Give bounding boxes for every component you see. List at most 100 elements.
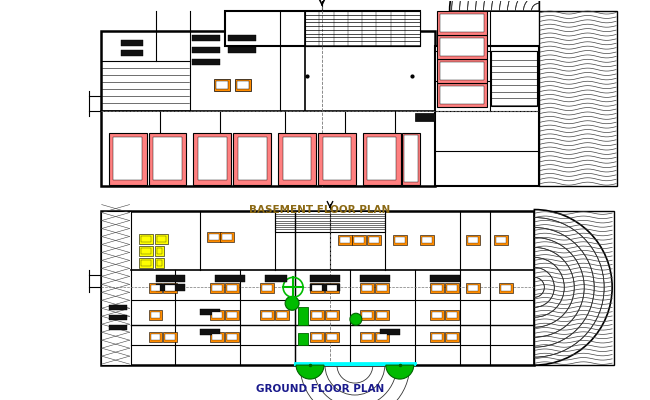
Bar [432,312,441,318]
Bar [265,275,287,282]
Bar [430,283,444,293]
Bar [465,283,480,293]
Bar [430,275,460,282]
Bar [534,210,614,365]
Bar [298,307,308,325]
Bar [377,334,387,340]
Bar [305,11,420,46]
Bar [439,86,484,104]
Ellipse shape [285,296,299,310]
Bar [283,137,311,180]
Bar [140,236,151,242]
Bar [354,238,364,244]
Bar [327,285,337,291]
Wedge shape [296,365,324,379]
Bar [327,334,337,340]
Bar [432,334,441,340]
Bar [422,238,432,244]
Bar [233,133,271,185]
Bar [325,332,339,342]
Bar [362,334,372,340]
Bar [200,309,220,315]
Bar [121,40,142,46]
Bar [151,285,161,291]
Bar [310,284,340,291]
Bar [222,234,232,240]
Bar [207,232,221,242]
Bar [338,236,352,246]
Bar [213,285,222,291]
Bar [437,59,486,83]
Bar [375,283,389,293]
Bar [465,236,480,246]
Bar [318,133,356,185]
Bar [148,283,162,293]
Bar [238,137,266,180]
Bar [148,133,187,185]
Bar [360,310,374,320]
Bar [278,133,316,185]
Wedge shape [534,210,612,365]
Bar [157,236,166,242]
Bar [430,332,444,342]
Bar [226,283,239,293]
Bar [209,234,219,240]
Bar [166,285,176,291]
Bar [430,310,444,320]
Bar [447,312,456,318]
Bar [312,285,322,291]
Bar [101,210,131,365]
Bar [404,135,417,182]
Bar [140,260,151,266]
Bar [164,332,177,342]
Bar [310,275,340,282]
Bar [312,334,322,340]
Bar [445,283,459,293]
Wedge shape [450,0,540,11]
Bar [164,283,177,293]
Bar [192,35,220,41]
Bar [497,238,506,244]
Bar [109,315,127,320]
Bar [155,234,168,244]
Bar [226,11,420,46]
Bar [437,35,486,59]
Bar [310,310,324,320]
Bar [109,325,127,330]
Bar [437,83,486,107]
Bar [367,236,381,246]
Bar [237,81,249,89]
Bar [362,285,372,291]
Bar [260,283,274,293]
Bar [214,79,230,91]
Bar [151,334,161,340]
Text: BASEMENT FLOOR PLAN: BASEMENT FLOOR PLAN [250,204,391,214]
Bar [435,46,540,186]
Bar [226,332,239,342]
Ellipse shape [350,313,362,325]
Bar [213,334,222,340]
Bar [216,81,228,89]
Bar [262,285,272,291]
Bar [360,332,374,342]
Bar [377,312,387,318]
Bar [228,35,256,41]
Wedge shape [386,365,414,379]
Bar [198,137,227,180]
Bar [395,238,405,244]
Bar [155,258,164,268]
Bar [213,312,222,318]
Bar [277,312,287,318]
Bar [312,312,322,318]
Bar [138,246,153,256]
Bar [367,137,396,180]
Bar [153,137,182,180]
Bar [227,312,237,318]
Bar [140,248,151,254]
Bar [369,238,379,244]
Bar [192,47,220,53]
Bar [194,133,231,185]
Bar [227,334,237,340]
Bar [260,310,274,320]
Bar [226,310,239,320]
